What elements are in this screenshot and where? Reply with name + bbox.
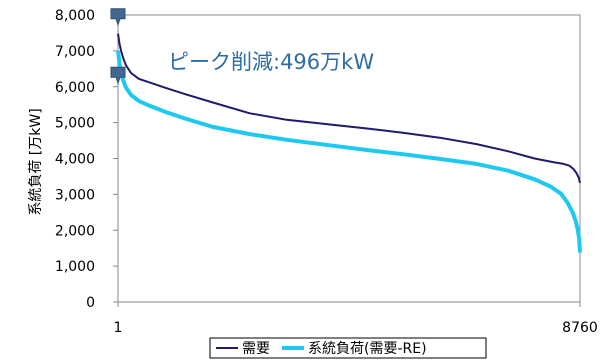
x-tick-label: 8760 [562, 320, 598, 336]
y-tick-label: 7,000 [55, 44, 95, 60]
legend-label-demand: 需要 [242, 341, 270, 357]
y-axis: 0 1,000 2,000 3,000 4,000 5,000 6,000 7,000 8,00… [55, 8, 118, 311]
y-tick-label: 6,000 [55, 80, 95, 96]
y-tick-label: 8,000 [55, 8, 95, 24]
series-lines [116, 33, 582, 253]
y-tick-label: 1,000 [55, 259, 95, 275]
legend-label-system-load: 系統負荷(需要-RE) [308, 341, 427, 357]
legend-box [209, 337, 487, 359]
y-axis-label: 系統負荷 [万kW] [28, 108, 44, 215]
peak-marker-2 [110, 66, 126, 85]
peak-markers [110, 8, 126, 85]
x-tick-label: 1 [114, 320, 123, 336]
y-tick-label: 4,000 [55, 152, 95, 168]
peak-marker-1 [110, 8, 126, 27]
y-tick-label: 2,000 [55, 223, 95, 239]
legend: 需要 系統負荷(需要-RE) [209, 337, 487, 359]
y-tick-label: 5,000 [55, 116, 95, 132]
series-line-2 [116, 50, 582, 253]
series-line-1 [117, 33, 581, 184]
y-tick-label: 0 [86, 295, 95, 311]
x-axis: 1 8760 [114, 302, 598, 336]
peak-reduction-annotation: ピーク削減:496万kW [168, 50, 374, 74]
y-tick-label: 3,000 [55, 187, 95, 203]
